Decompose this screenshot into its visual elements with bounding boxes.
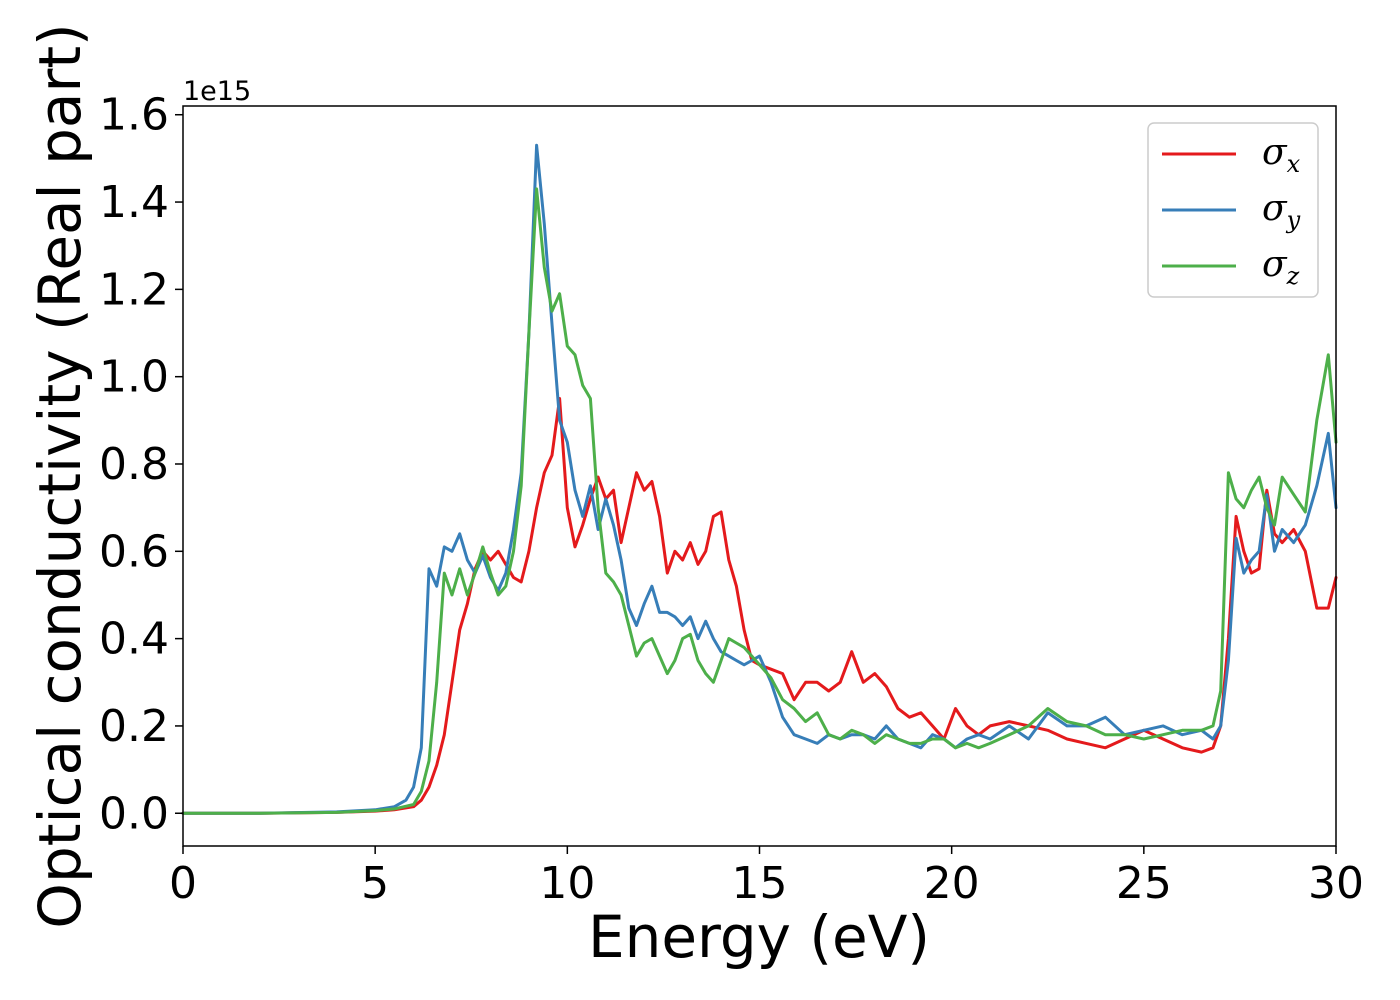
plot-area	[183, 106, 1336, 846]
y-tick-label: 1.4	[99, 177, 169, 228]
x-tick-label: 30	[1308, 858, 1364, 909]
y-axis: 0.0 0.2 0.4 0.6 0.8 1.0 1.2 1.4 1.6	[99, 90, 183, 839]
series-line-z	[181, 187, 1338, 815]
y-offset-label: 1e15	[183, 76, 251, 107]
y-tick-label: 0.8	[99, 439, 169, 490]
x-tick-label: 25	[1116, 858, 1172, 909]
x-tick-label: 20	[924, 858, 980, 909]
y-tick-label: 0.4	[99, 614, 169, 665]
y-axis-label: Optical conductivity (Real part)	[26, 23, 94, 928]
x-tick-label: 0	[169, 858, 197, 909]
y-tick-label: 1.0	[99, 352, 169, 403]
x-tick-label: 15	[732, 858, 788, 909]
x-axis: 0 5 10 15 20 25 30	[169, 846, 1364, 909]
y-tick-label: 0.2	[99, 701, 169, 752]
y-tick-label: 0.0	[99, 788, 169, 839]
x-tick-label: 5	[361, 858, 389, 909]
y-tick-label: 1.2	[99, 264, 169, 315]
series-line-x	[181, 397, 1338, 815]
series-layer	[181, 143, 1338, 815]
x-tick-label: 10	[539, 858, 595, 909]
y-tick-label: 0.6	[99, 526, 169, 577]
y-tick-label: 1.6	[99, 90, 169, 141]
legend-label-y: σy	[1262, 188, 1301, 234]
x-axis-label: Energy (eV)	[588, 903, 930, 971]
